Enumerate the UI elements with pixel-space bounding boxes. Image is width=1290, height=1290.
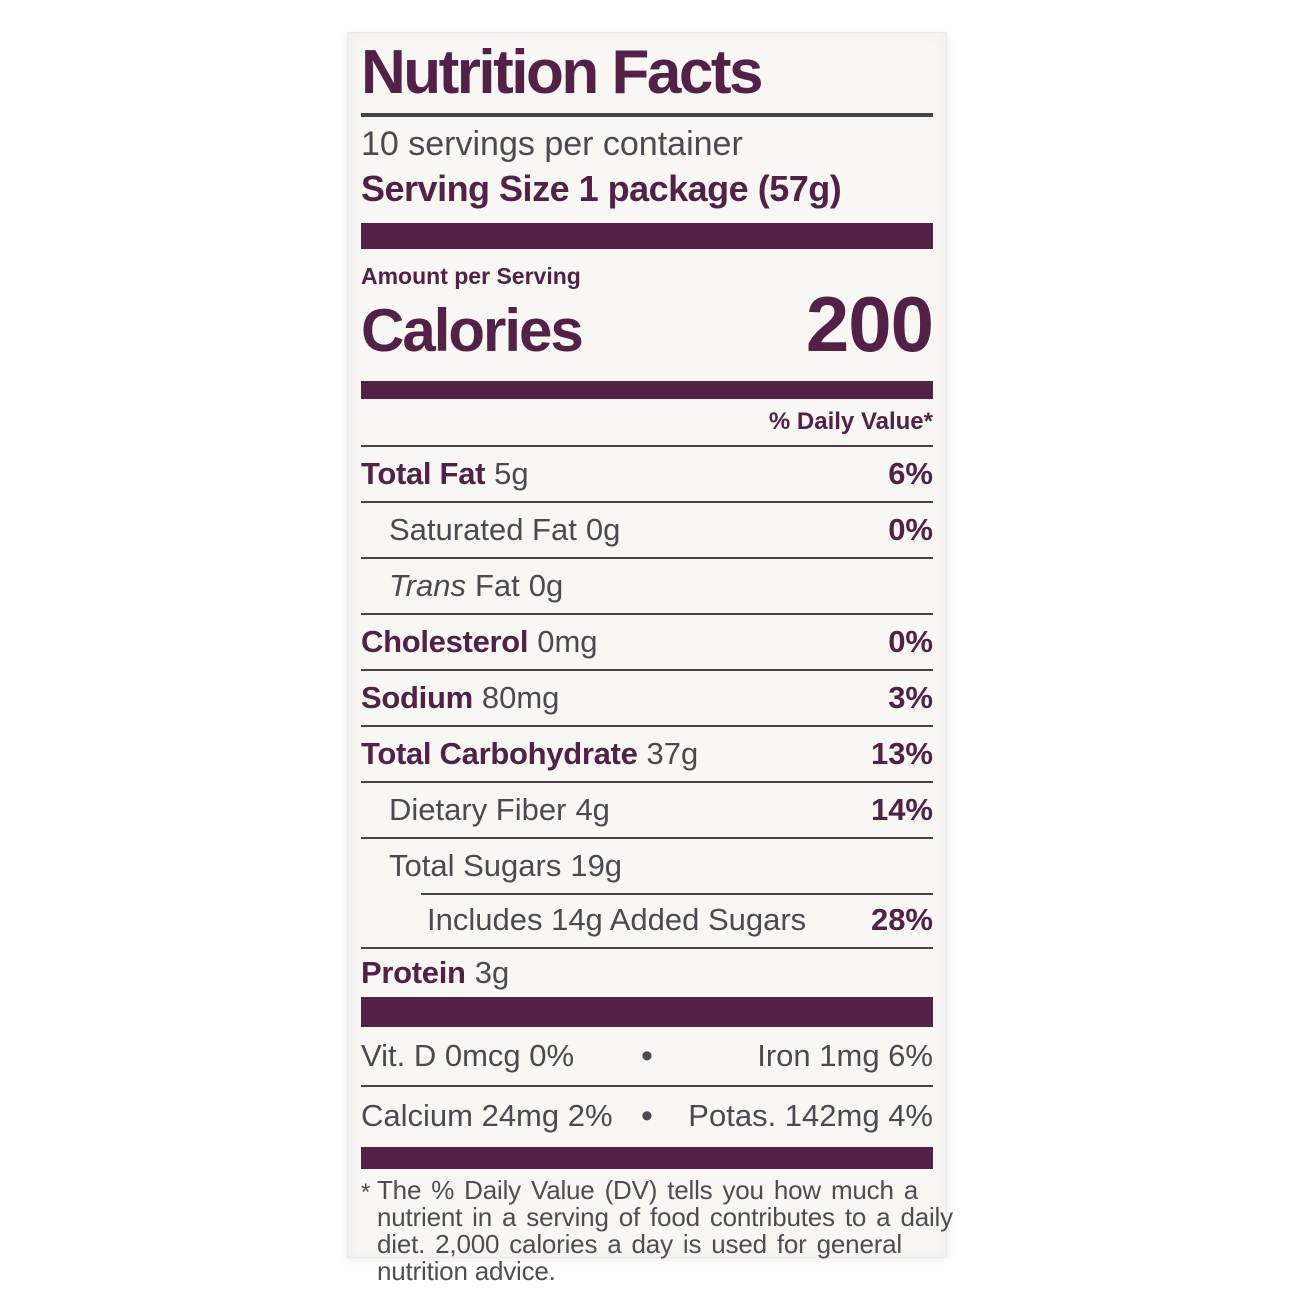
calories-value: 200 (805, 280, 934, 368)
nutrient-row-protein: Protein 3g (361, 949, 933, 997)
bullet-separator: • (641, 1096, 653, 1135)
footnote-text: The % Daily Value (DV) tells you how muc… (377, 1177, 953, 1285)
footnote-line: nutrition advice. (377, 1256, 556, 1286)
iron-value: Iron 1mg 6% (757, 1038, 933, 1073)
nutrient-name: Cholesterol (361, 624, 529, 659)
nutrient-name-italic: Trans (389, 568, 466, 603)
thick-divider-top (361, 223, 933, 249)
partial-divider (421, 893, 933, 895)
thick-divider-bottom (361, 1147, 933, 1169)
nutrient-row-cholesterol: Cholesterol 0mg 0% (361, 615, 933, 671)
nutrient-row-total-fat: Total Fat 5g 6% (361, 447, 933, 503)
potassium-value: Potas. 142mg 4% (688, 1098, 933, 1133)
calcium-value: Calcium 24mg 2% (361, 1098, 613, 1133)
nutrient-name: Total Fat (361, 456, 486, 491)
micronutrient-row-2: Calcium 24mg 2% • Potas. 142mg 4% (361, 1087, 933, 1145)
thick-divider-protein (361, 997, 933, 1027)
footnote-line: The % Daily Value (DV) tells you how muc… (377, 1175, 919, 1205)
nutrient-dv: 28% (870, 902, 933, 937)
nutrient-name: Fat (474, 568, 520, 603)
nutrient-row-sodium: Sodium 80mg 3% (361, 671, 933, 727)
nutrient-amount: 0g (528, 568, 564, 603)
title-divider (361, 113, 933, 117)
nutrient-row-added-sugars: Includes 14g Added Sugars 28% (361, 893, 933, 949)
footnote-asterisk: * (361, 1179, 371, 1206)
nutrient-row-trans-fat: Trans Fat 0g (361, 559, 933, 615)
nutrient-dv: 14% (870, 792, 933, 827)
footnote-line: diet. 2,000 calories a day is used for g… (377, 1229, 902, 1259)
nutrient-dv: 13% (870, 736, 933, 771)
servings-per-container: 10 servings per container (361, 125, 743, 163)
nutrient-name: Dietary Fiber (389, 792, 567, 827)
nutrient-row-total-carbohydrate: Total Carbohydrate 37g 13% (361, 727, 933, 783)
daily-value-footnote: * The % Daily Value (DV) tells you how m… (361, 1177, 953, 1285)
nutrient-name: Total Sugars (389, 848, 562, 883)
nutrition-facts-label: Nutrition Facts 10 servings per containe… (347, 32, 953, 1285)
nutrient-name: Sodium (361, 680, 473, 715)
serving-size: Serving Size 1 package (57g) (361, 168, 842, 209)
nutrient-name: Includes 14g Added Sugars (427, 902, 807, 937)
bullet-separator: • (641, 1036, 653, 1075)
nutrient-amount: 0mg (537, 624, 598, 659)
nutrient-name: Protein (361, 955, 466, 990)
nutrient-dv: 3% (888, 680, 933, 715)
calories-label: Calories (361, 297, 584, 364)
nutrient-name: Total Carbohydrate (361, 736, 638, 771)
nutrient-amount: 5g (494, 456, 529, 491)
nutrient-dv: 0% (888, 512, 933, 547)
medium-divider-calories (361, 381, 933, 399)
label-title: Nutrition Facts (361, 38, 763, 107)
nutrient-name: Saturated Fat (389, 512, 577, 547)
nutrient-amount: 3g (474, 955, 510, 990)
nutrient-amount: 37g (646, 736, 699, 771)
footnote-line: nutrient in a serving of food contribute… (377, 1202, 953, 1232)
calories-row: Calories 200 (361, 280, 934, 368)
amount-per-serving-label: Amount per Serving (361, 263, 581, 289)
nutrient-dv: 6% (888, 456, 933, 491)
vitamin-d-value: Vit. D 0mcg 0% (361, 1038, 575, 1073)
daily-value-header: % Daily Value* (361, 407, 933, 447)
nutrient-row-total-sugars: Total Sugars 19g (361, 839, 933, 895)
nutrient-amount: 4g (575, 792, 610, 827)
nutrient-dv: 0% (888, 624, 933, 659)
nutrient-amount: 0g (585, 512, 621, 547)
nutrient-amount: 80mg (481, 680, 560, 715)
micronutrient-row-1: Vit. D 0mcg 0% • Iron 1mg 6% (361, 1027, 933, 1087)
nutrient-amount: 19g (570, 848, 623, 883)
nutrient-row-dietary-fiber: Dietary Fiber 4g 14% (361, 783, 933, 839)
nutrient-row-saturated-fat: Saturated Fat 0g 0% (361, 503, 933, 559)
